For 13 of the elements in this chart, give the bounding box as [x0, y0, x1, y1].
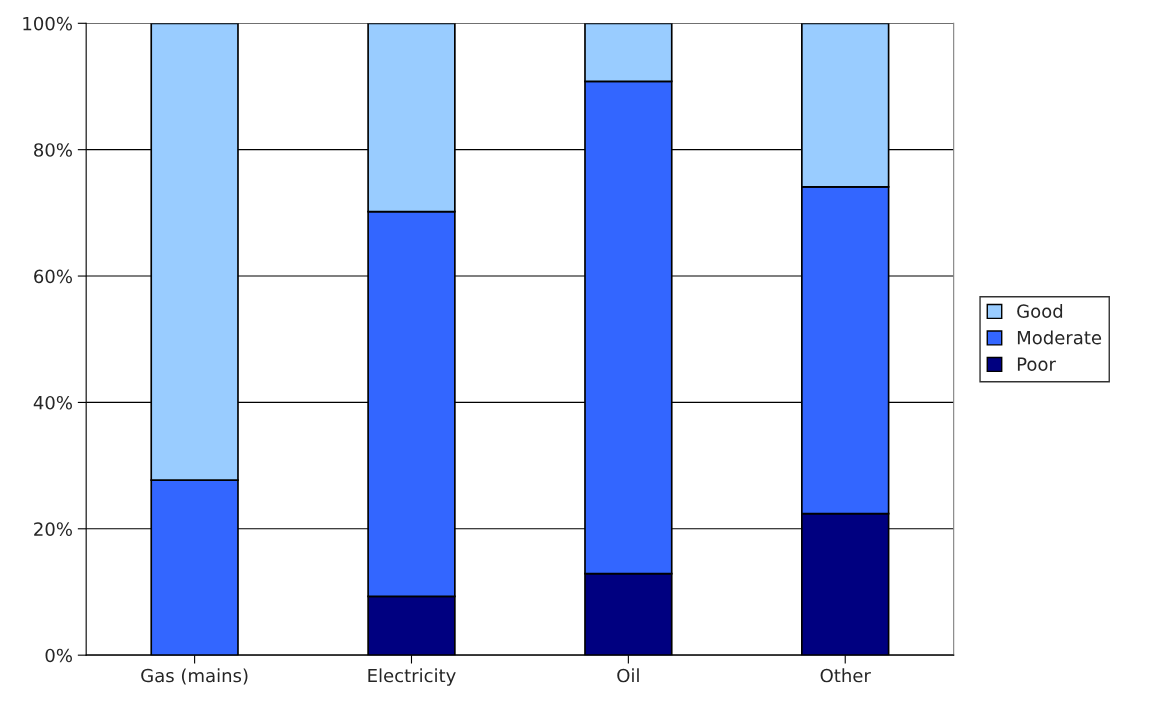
- legend-label: Moderate: [1017, 330, 1102, 345]
- y-tick-label: 80%: [34, 143, 72, 157]
- legend-label: Good: [1017, 303, 1063, 318]
- y-tick-label: 40%: [33, 395, 72, 410]
- x-tick-label: Other: [820, 668, 871, 683]
- x-tick-label: Oil: [617, 668, 639, 683]
- y-tick-label: 100%: [23, 16, 72, 31]
- y-tick-label: 60%: [34, 269, 72, 284]
- legend-label: Poor: [1017, 357, 1056, 371]
- x-tick-label: Gas (mains): [141, 668, 248, 685]
- y-tick-label: 20%: [34, 522, 72, 536]
- x-tick-label: Electricity: [368, 668, 456, 686]
- y-tick-label: 0%: [45, 648, 72, 663]
